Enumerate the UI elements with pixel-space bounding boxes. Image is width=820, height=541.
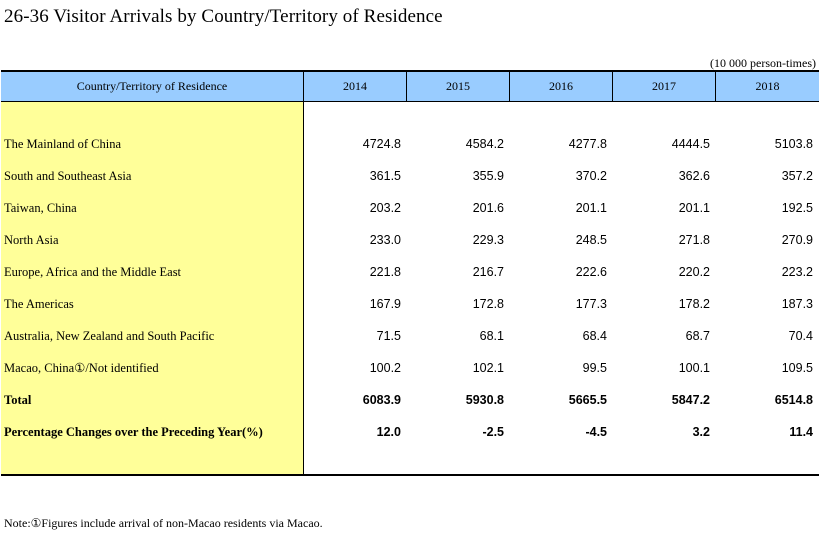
row-label: The Americas xyxy=(4,296,74,311)
cell-value: 12.0 xyxy=(376,425,401,439)
row-label: North Asia xyxy=(4,232,59,247)
cell-value: 100.1 xyxy=(678,361,710,375)
percentage-change-row: Percentage Changes over the Preceding Ye… xyxy=(1,416,819,448)
table-row: Europe, Africa and the Middle East 221.8… xyxy=(1,256,819,288)
cell-value: 248.5 xyxy=(575,233,607,247)
cell-value: -2.5 xyxy=(482,425,504,439)
cell-value: 192.5 xyxy=(781,201,813,215)
table-row: Macao, China①/Not identified 100.2 102.1… xyxy=(1,352,819,384)
cell-value: 4444.5 xyxy=(671,137,710,151)
cell-value: 355.9 xyxy=(472,169,504,183)
cell-value: 68.1 xyxy=(479,329,504,343)
cell-value: 201.1 xyxy=(678,201,710,215)
total-row: Total 6083.9 5930.8 5665.5 5847.2 6514.8 xyxy=(1,384,819,416)
cell-value: 233.0 xyxy=(369,233,401,247)
cell-value: 361.5 xyxy=(369,169,401,183)
row-label: Europe, Africa and the Middle East xyxy=(4,264,182,279)
footnote: Note:①Figures include arrival of non-Mac… xyxy=(4,516,323,530)
cell-value: 201.1 xyxy=(575,201,607,215)
header-year-2017: 2017 xyxy=(613,72,716,101)
cell-value: 99.5 xyxy=(582,361,607,375)
header-year-2015: 2015 xyxy=(407,72,510,101)
cell-value: 5930.8 xyxy=(465,393,504,407)
cell-value: 220.2 xyxy=(678,265,710,279)
cell-value: 216.7 xyxy=(472,265,504,279)
row-label: Macao, China①/Not identified xyxy=(4,361,159,375)
table-header: Country/Territory of Residence 2014 2015… xyxy=(1,72,819,102)
row-label: Taiwan, China xyxy=(4,200,77,215)
table-row: Taiwan, China 203.2 201.6 201.1 201.1 19… xyxy=(1,192,819,224)
row-label: Australia, New Zealand and South Pacific xyxy=(4,328,215,343)
unit-label: (10 000 person-times) xyxy=(710,56,816,70)
header-year-2018: 2018 xyxy=(755,79,780,93)
cell-value: -4.5 xyxy=(585,425,607,439)
cell-value: 271.8 xyxy=(678,233,710,247)
row-label: Total xyxy=(4,392,32,407)
cell-value: 100.2 xyxy=(369,361,401,375)
page-title: 26-36 Visitor Arrivals by Country/Territ… xyxy=(4,6,443,27)
table-body: The Mainland of China 4724.8 4584.2 4277… xyxy=(1,128,819,448)
cell-value: 187.3 xyxy=(781,297,813,311)
cell-value: 178.2 xyxy=(678,297,710,311)
cell-value: 5665.5 xyxy=(568,393,607,407)
header-country: Country/Territory of Residence xyxy=(1,72,304,101)
cell-value: 201.6 xyxy=(472,201,504,215)
cell-value: 109.5 xyxy=(781,361,813,375)
table-row: Australia, New Zealand and South Pacific… xyxy=(1,320,819,352)
cell-value: 222.6 xyxy=(575,265,607,279)
table-row: The Mainland of China 4724.8 4584.2 4277… xyxy=(1,128,819,160)
cell-value: 167.9 xyxy=(369,297,401,311)
header-year-2014: 2014 xyxy=(304,72,407,101)
label-column-background xyxy=(1,102,304,474)
cell-value: 357.2 xyxy=(781,169,813,183)
cell-value: 3.2 xyxy=(692,425,710,439)
table-row: South and Southeast Asia 361.5 355.9 370… xyxy=(1,160,819,192)
table-row: The Americas 167.9 172.8 177.3 178.2 187… xyxy=(1,288,819,320)
row-label: Percentage Changes over the Preceding Ye… xyxy=(4,424,263,439)
header-year-2016: 2016 xyxy=(510,72,613,101)
cell-value: 4277.8 xyxy=(568,137,607,151)
data-table: Country/Territory of Residence 2014 2015… xyxy=(1,70,819,476)
cell-value: 229.3 xyxy=(472,233,504,247)
cell-value: 6083.9 xyxy=(362,393,401,407)
cell-value: 203.2 xyxy=(369,201,401,215)
cell-value: 5103.8 xyxy=(774,137,813,151)
cell-value: 172.8 xyxy=(472,297,504,311)
table-row: North Asia 233.0 229.3 248.5 271.8 270.9 xyxy=(1,224,819,256)
cell-value: 4584.2 xyxy=(465,137,504,151)
cell-value: 270.9 xyxy=(781,233,813,247)
row-label: The Mainland of China xyxy=(4,136,121,151)
cell-value: 223.2 xyxy=(781,265,813,279)
cell-value: 5847.2 xyxy=(671,393,710,407)
cell-value: 102.1 xyxy=(472,361,504,375)
cell-value: 370.2 xyxy=(575,169,607,183)
cell-value: 11.4 xyxy=(789,425,813,439)
cell-value: 221.8 xyxy=(369,265,401,279)
cell-value: 362.6 xyxy=(678,169,710,183)
cell-value: 6514.8 xyxy=(774,393,813,407)
cell-value: 68.7 xyxy=(685,329,710,343)
row-label: South and Southeast Asia xyxy=(4,168,132,183)
cell-value: 68.4 xyxy=(582,329,607,343)
cell-value: 177.3 xyxy=(575,297,607,311)
cell-value: 4724.8 xyxy=(362,137,401,151)
cell-value: 71.5 xyxy=(376,329,401,343)
cell-value: 70.4 xyxy=(788,329,813,343)
